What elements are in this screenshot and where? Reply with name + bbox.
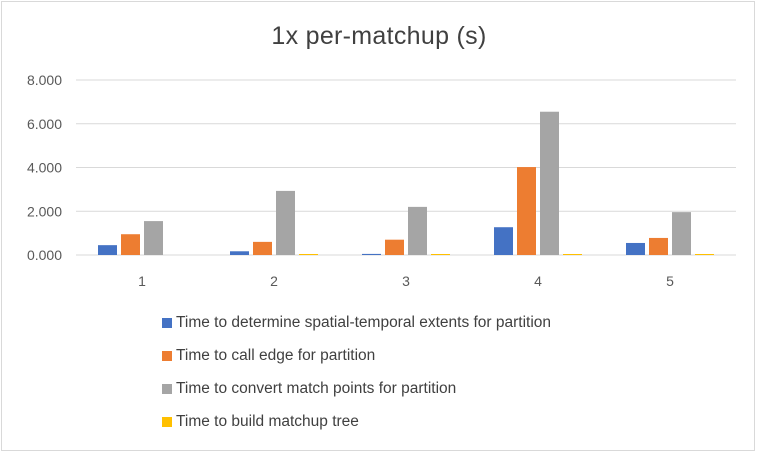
legend-label: Time to call edge for partition — [176, 347, 376, 364]
x-tick-label: 3 — [402, 273, 410, 289]
x-tick-label: 1 — [138, 273, 146, 289]
legend: Time to determine spatial-temporal exten… — [162, 311, 551, 443]
y-tick-label: 6.000 — [27, 116, 62, 132]
x-tick-label: 2 — [270, 273, 278, 289]
bar — [253, 241, 272, 255]
legend-swatch — [162, 417, 172, 427]
bar — [121, 234, 140, 255]
bar — [230, 251, 249, 255]
y-tick-label: 8.000 — [27, 72, 62, 88]
bar — [385, 239, 404, 255]
bar — [362, 253, 381, 255]
bar — [144, 221, 163, 255]
bar — [299, 254, 318, 255]
x-axis-tick-labels: 1 2 3 4 5 — [138, 273, 674, 289]
legend-swatch — [162, 384, 172, 394]
bar — [672, 212, 691, 255]
bar — [626, 242, 645, 255]
bar — [563, 254, 582, 255]
gridlines — [76, 79, 736, 256]
bar — [431, 254, 450, 255]
legend-entry: Time to determine spatial-temporal exten… — [162, 311, 551, 335]
legend-swatch — [162, 351, 172, 361]
y-tick-label: 2.000 — [27, 203, 62, 219]
bars — [98, 111, 714, 255]
legend-label: Time to determine spatial-temporal exten… — [176, 314, 552, 331]
bar — [649, 237, 668, 255]
bar — [494, 227, 513, 255]
bar — [695, 254, 714, 255]
bar — [98, 245, 117, 255]
legend-entry: Time to call edge for partition — [162, 344, 551, 368]
x-tick-label: 5 — [666, 273, 674, 289]
legend-label: Time to build matchup tree — [176, 413, 359, 430]
y-tick-label: 4.000 — [27, 160, 62, 176]
legend-entry: Time to convert match points for partiti… — [162, 377, 551, 401]
legend-entry: Time to build matchup tree — [162, 410, 551, 434]
bar — [408, 206, 427, 255]
chart-title: 1x per-matchup (s) — [271, 22, 487, 50]
bar — [276, 190, 295, 255]
legend-label: Time to convert match points for partiti… — [176, 380, 457, 397]
bar — [540, 111, 559, 255]
y-tick-label: 0.000 — [27, 247, 62, 263]
x-tick-label: 4 — [534, 273, 542, 289]
legend-swatch — [162, 318, 172, 328]
y-axis-tick-labels: 0.000 2.000 4.000 6.000 8.000 — [27, 72, 62, 263]
bar — [517, 167, 536, 255]
